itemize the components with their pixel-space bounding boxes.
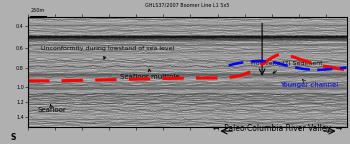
Text: GHLS37/2007 Boomer Line L1 5x5: GHLS37/2007 Boomer Line L1 5x5 xyxy=(145,2,230,7)
Text: 250m: 250m xyxy=(31,8,45,13)
Text: Younger channel: Younger channel xyxy=(280,79,338,88)
Text: S: S xyxy=(10,133,16,142)
Text: Unconformity during lowstand of sea level: Unconformity during lowstand of sea leve… xyxy=(41,46,174,59)
Text: Seafloor: Seafloor xyxy=(37,104,66,113)
Text: Holocene (?) Sediment: Holocene (?) Sediment xyxy=(251,61,323,73)
Text: ←  Paleo Columbia River Valley  →: ← Paleo Columbia River Valley → xyxy=(214,124,343,133)
Text: Seafloor multiple: Seafloor multiple xyxy=(120,69,180,80)
